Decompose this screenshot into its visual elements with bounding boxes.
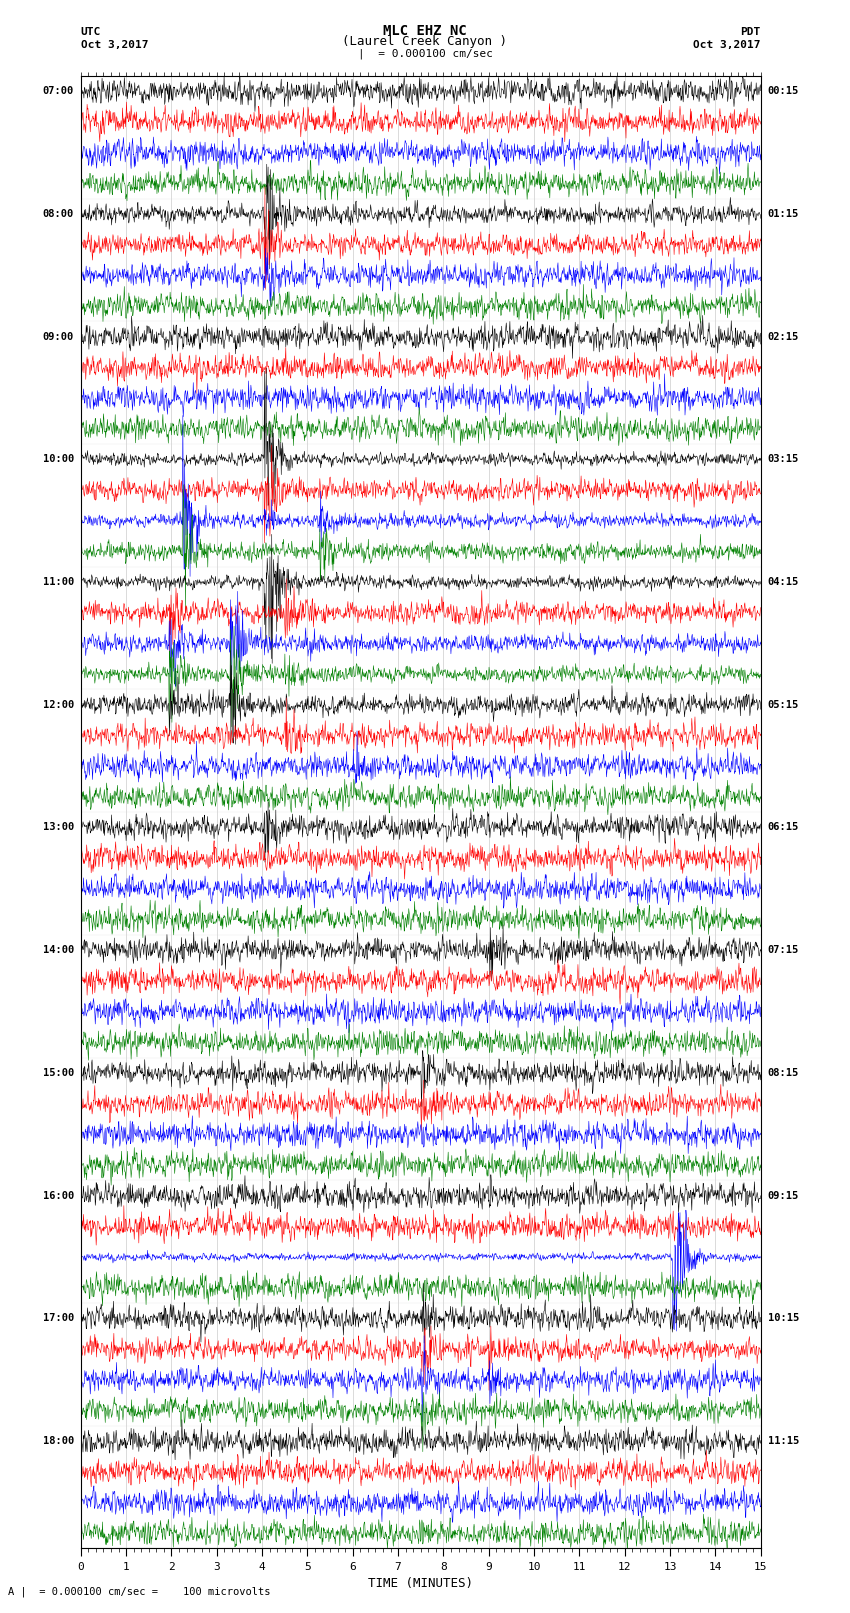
X-axis label: TIME (MINUTES): TIME (MINUTES) bbox=[368, 1578, 473, 1590]
Text: 17:00: 17:00 bbox=[42, 1313, 74, 1323]
Text: 10:15: 10:15 bbox=[768, 1313, 799, 1323]
Text: 09:00: 09:00 bbox=[42, 332, 74, 342]
Text: 18:00: 18:00 bbox=[42, 1436, 74, 1447]
Text: 12:00: 12:00 bbox=[42, 700, 74, 710]
Text: 08:15: 08:15 bbox=[768, 1068, 799, 1077]
Text: UTC: UTC bbox=[81, 27, 101, 37]
Text: 11:15: 11:15 bbox=[768, 1436, 799, 1447]
Text: 03:15: 03:15 bbox=[768, 455, 799, 465]
Text: 08:00: 08:00 bbox=[42, 208, 74, 219]
Text: 07:00: 07:00 bbox=[42, 85, 74, 97]
Text: 07:15: 07:15 bbox=[768, 945, 799, 955]
Text: A |  = 0.000100 cm/sec =    100 microvolts: A | = 0.000100 cm/sec = 100 microvolts bbox=[8, 1586, 271, 1597]
Text: MLC EHZ NC: MLC EHZ NC bbox=[383, 24, 467, 37]
Text: |  = 0.000100 cm/sec: | = 0.000100 cm/sec bbox=[358, 48, 492, 58]
Text: PDT: PDT bbox=[740, 27, 761, 37]
Text: 13:00: 13:00 bbox=[42, 823, 74, 832]
Text: 06:15: 06:15 bbox=[768, 823, 799, 832]
Text: 00:15: 00:15 bbox=[768, 85, 799, 97]
Text: 11:00: 11:00 bbox=[42, 577, 74, 587]
Text: (Laurel Creek Canyon ): (Laurel Creek Canyon ) bbox=[343, 35, 507, 48]
Text: Oct 3,2017: Oct 3,2017 bbox=[81, 40, 148, 50]
Text: 16:00: 16:00 bbox=[42, 1190, 74, 1200]
Text: 09:15: 09:15 bbox=[768, 1190, 799, 1200]
Text: Oct 3,2017: Oct 3,2017 bbox=[694, 40, 761, 50]
Text: 01:15: 01:15 bbox=[768, 208, 799, 219]
Text: 14:00: 14:00 bbox=[42, 945, 74, 955]
Text: 15:00: 15:00 bbox=[42, 1068, 74, 1077]
Text: 10:00: 10:00 bbox=[42, 455, 74, 465]
Text: 04:15: 04:15 bbox=[768, 577, 799, 587]
Text: 05:15: 05:15 bbox=[768, 700, 799, 710]
Text: 02:15: 02:15 bbox=[768, 332, 799, 342]
